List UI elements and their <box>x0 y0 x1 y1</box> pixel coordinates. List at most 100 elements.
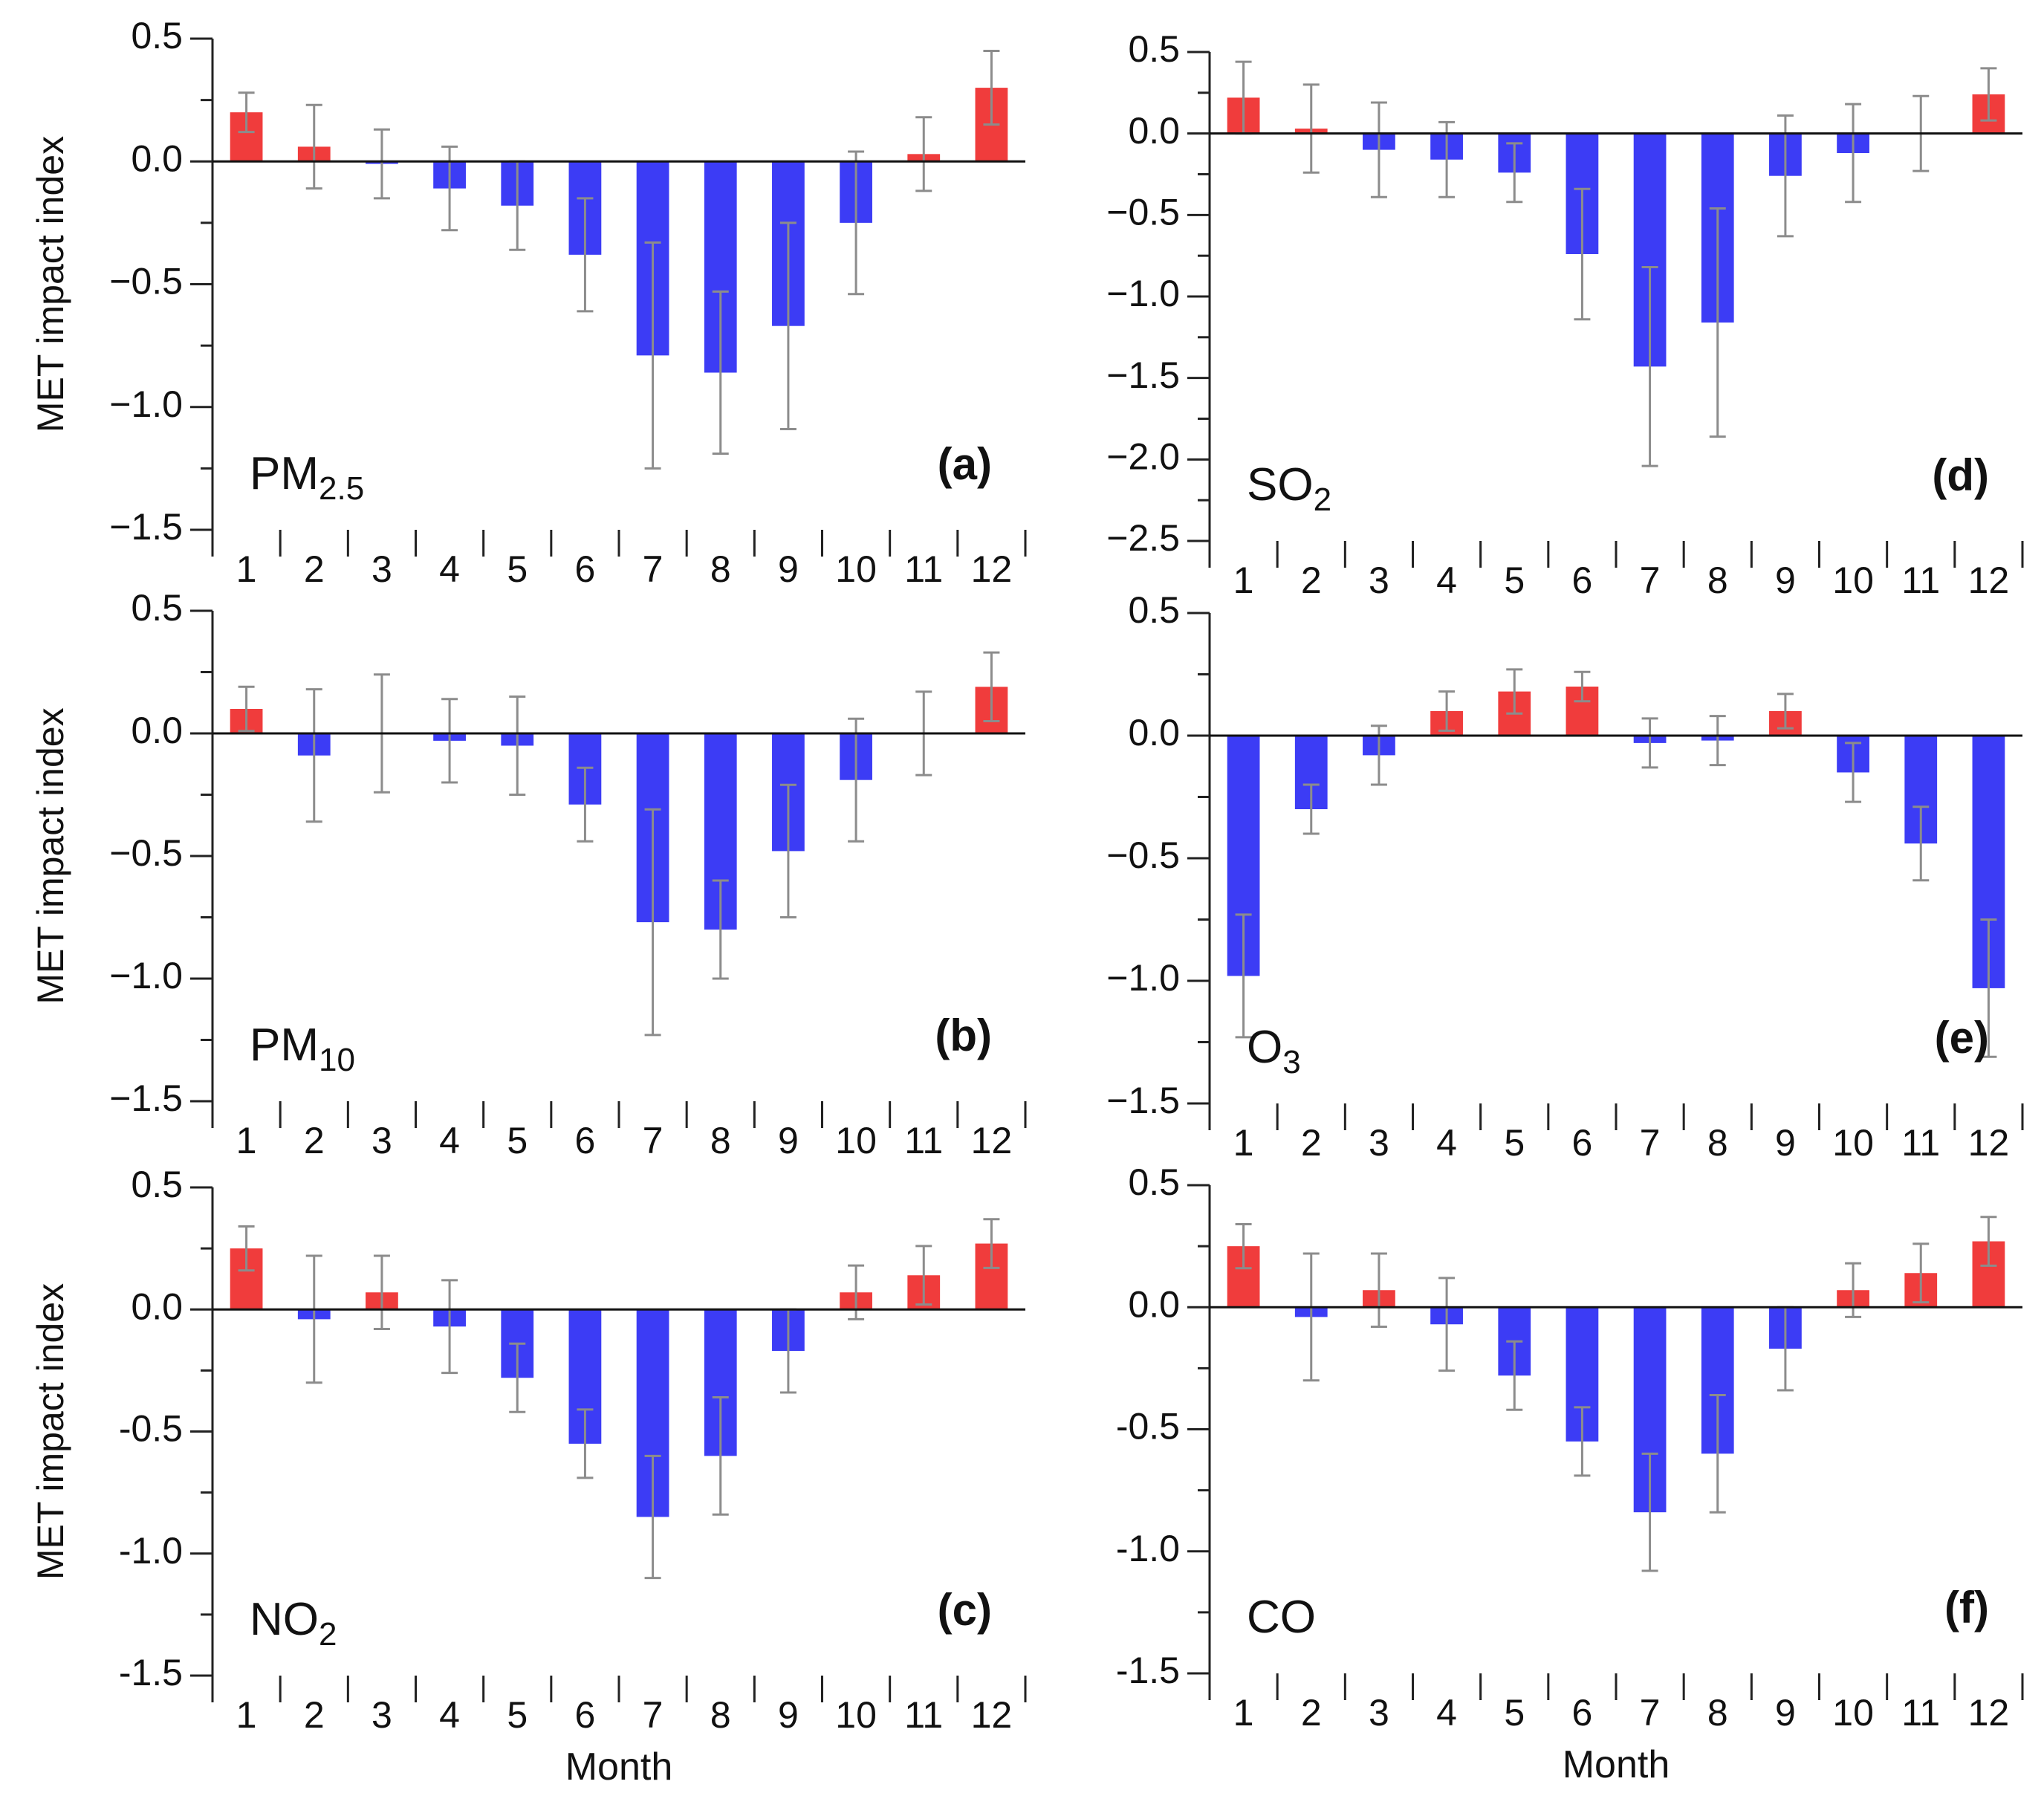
x-tick-label: 7 <box>1640 1692 1661 1734</box>
pollutant-label: O3 <box>1247 1022 1301 1080</box>
x-tick-label: 6 <box>1572 560 1593 601</box>
pollutant-label: CO <box>1247 1592 1316 1643</box>
y-tick-label: −1.0 <box>109 955 183 996</box>
panel-tag: (c) <box>938 1585 992 1635</box>
y-tick-label: −1.0 <box>1106 273 1180 314</box>
pollutant-label: PM10 <box>250 1019 355 1078</box>
panel-tag: (f) <box>1944 1583 1989 1632</box>
x-tick-label: 10 <box>1832 560 1874 601</box>
x-tick-label: 8 <box>710 1694 731 1736</box>
x-tick-label: 5 <box>1504 560 1525 601</box>
x-tick-label: 6 <box>1572 1122 1593 1164</box>
x-tick-label: 2 <box>1301 560 1322 601</box>
x-tick-label: 4 <box>1436 560 1457 601</box>
x-tick-label: 5 <box>507 548 528 590</box>
y-tick-label: −1.5 <box>109 506 183 548</box>
x-tick-label: 6 <box>575 1120 596 1161</box>
pollutant-label: SO2 <box>1247 459 1331 518</box>
y-tick-label: -1.0 <box>1116 1528 1180 1569</box>
x-tick-label: 1 <box>236 548 257 590</box>
x-tick-label: 12 <box>1968 1692 2010 1734</box>
x-tick-label: 2 <box>1301 1692 1322 1734</box>
y-tick-label: −2.5 <box>1106 517 1180 559</box>
x-tick-label: 6 <box>1572 1692 1593 1734</box>
x-axis-label: Month <box>565 1745 673 1789</box>
x-tick-label: 6 <box>575 548 596 590</box>
x-axis-label: Month <box>1563 1743 1670 1786</box>
x-tick-label: 11 <box>1901 1692 1940 1734</box>
x-tick-label: 8 <box>1707 560 1728 601</box>
x-tick-label: 10 <box>835 1120 877 1161</box>
x-tick-label: 10 <box>835 548 877 590</box>
x-tick-label: 1 <box>1233 1692 1254 1734</box>
x-tick-label: 4 <box>439 1120 460 1161</box>
x-tick-label: 1 <box>236 1120 257 1161</box>
x-tick-label: 2 <box>1301 1122 1322 1164</box>
x-tick-label: 12 <box>971 1120 1013 1161</box>
y-tick-label: 0.5 <box>131 1164 183 1205</box>
panel-tag: (a) <box>938 439 992 489</box>
y-tick-label: -1.5 <box>119 1652 183 1693</box>
x-tick-label: 3 <box>1369 1122 1389 1164</box>
y-tick-label: 0.5 <box>1128 589 1180 631</box>
pollutant-label-base: SO <box>1247 459 1314 510</box>
pollutant-label-base: PM <box>250 1019 319 1071</box>
y-axis-label: MET impact index <box>30 707 71 1004</box>
x-tick-label: 7 <box>1640 560 1661 601</box>
y-tick-label: 0.0 <box>131 137 183 179</box>
x-tick-label: 5 <box>507 1694 528 1736</box>
pollutant-label-base: CO <box>1247 1592 1316 1643</box>
y-tick-label: 0.0 <box>1128 1283 1180 1325</box>
y-tick-label: −1.5 <box>109 1077 183 1119</box>
pollutant-label: PM2.5 <box>250 448 364 507</box>
y-tick-label: −1.0 <box>1106 957 1180 999</box>
x-tick-label: 12 <box>971 548 1013 590</box>
x-tick-label: 3 <box>372 548 392 590</box>
y-tick-label: 0.5 <box>1128 1161 1180 1203</box>
x-tick-label: 4 <box>1436 1122 1457 1164</box>
y-tick-label: −0.5 <box>109 832 183 874</box>
y-tick-label: 0.5 <box>131 587 183 629</box>
pollutant-label: NO2 <box>250 1594 337 1653</box>
y-tick-label: -0.5 <box>119 1408 183 1450</box>
pollutant-label-base: O <box>1247 1022 1282 1073</box>
x-tick-label: 10 <box>835 1694 877 1736</box>
x-tick-label: 11 <box>1901 1122 1940 1164</box>
x-tick-label: 5 <box>1504 1122 1525 1164</box>
panel-tag: (e) <box>1935 1013 1989 1063</box>
x-tick-label: 9 <box>1775 1122 1796 1164</box>
panel-tag: (d) <box>1932 450 1989 500</box>
x-tick-label: 3 <box>1369 560 1389 601</box>
x-tick-label: 12 <box>1968 1122 2010 1164</box>
x-tick-label: 5 <box>1504 1692 1525 1734</box>
x-tick-label: 7 <box>643 1694 664 1736</box>
x-tick-label: 8 <box>1707 1122 1728 1164</box>
y-tick-label: −2.0 <box>1106 436 1180 478</box>
chart-panel-4: 0.50.0−0.5−1.0−1.5−2.0−2.51 2 3 4 5 6 7 8 9 10 11 1… <box>1106 28 2024 601</box>
x-tick-label: 3 <box>372 1694 392 1736</box>
y-tick-label: -1.5 <box>1116 1650 1180 1691</box>
x-tick-label: 2 <box>304 548 325 590</box>
x-tick-label: 2 <box>304 1694 325 1736</box>
y-tick-label: −0.5 <box>109 261 183 302</box>
x-tick-label: 12 <box>971 1694 1013 1736</box>
y-tick-label: −0.5 <box>1106 834 1180 876</box>
y-tick-label: 0.0 <box>1128 110 1180 152</box>
x-tick-label: 8 <box>1707 1692 1728 1734</box>
pollutant-label-base: NO <box>250 1594 319 1645</box>
y-tick-label: -0.5 <box>1116 1406 1180 1447</box>
x-tick-label: 11 <box>1901 560 1940 601</box>
y-tick-label: -1.0 <box>119 1530 183 1572</box>
y-tick-label: −1.5 <box>1106 1080 1180 1121</box>
y-tick-label: 0.0 <box>131 1285 183 1327</box>
x-tick-label: 10 <box>1832 1122 1874 1164</box>
x-tick-label: 8 <box>710 548 731 590</box>
pollutant-label-subscript: 3 <box>1282 1044 1300 1080</box>
y-tick-label: 0.0 <box>1128 712 1180 753</box>
